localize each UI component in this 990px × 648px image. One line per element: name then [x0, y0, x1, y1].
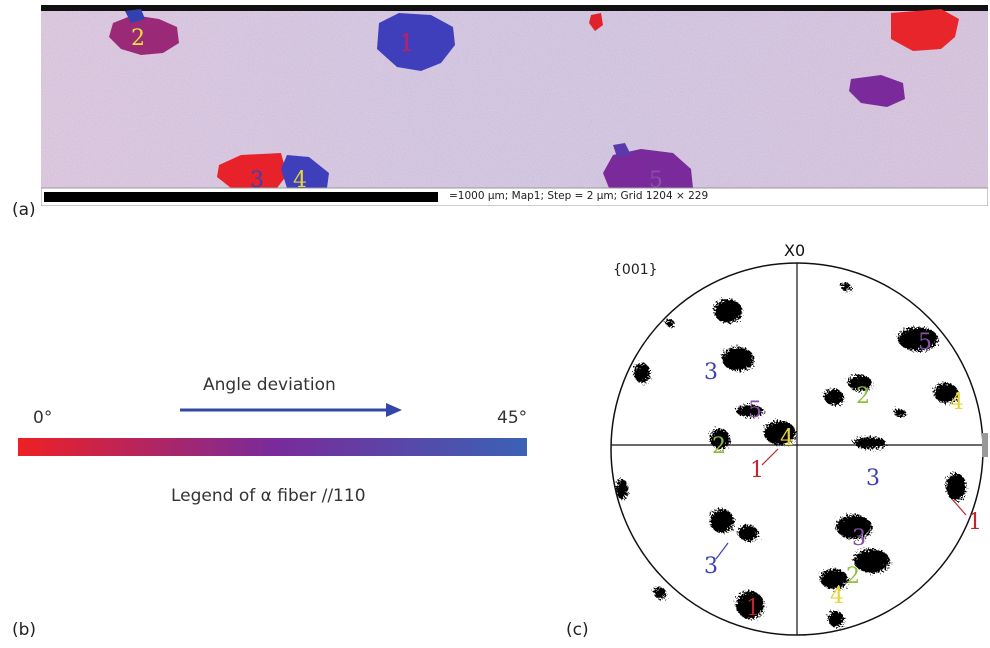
pole-label: 4	[780, 426, 794, 451]
pole-label: 3	[852, 526, 866, 551]
grain-number-1: 1	[399, 29, 414, 57]
pole-label: 5	[918, 330, 932, 355]
grain-number-2: 2	[131, 26, 145, 51]
pole-label: 1	[968, 510, 982, 535]
pole-figure: 5 3 2 4 5 2 4 1 3 1 3 3 2 4 1	[600, 243, 988, 643]
angle-color-bar	[18, 438, 527, 456]
ebsd-orientation-map: 2 1 3 4 5	[41, 5, 988, 206]
pole-label: 1	[750, 458, 764, 483]
pole-label: 1	[746, 596, 760, 621]
scale-bar	[44, 192, 438, 202]
map-noise	[41, 5, 988, 188]
pole-label: 2	[856, 384, 870, 409]
angle-deviation-arrow	[178, 401, 404, 419]
scale-bar-label: =1000 µm; Map1; Step = 2 µm; Grid 1204 ×…	[449, 190, 708, 202]
pole-label: 3	[866, 466, 880, 491]
panel-label-a: (a)	[12, 200, 36, 220]
pole-label: 4	[830, 584, 844, 609]
panel-label-c: (c)	[566, 620, 589, 640]
pole-label: 5	[748, 398, 762, 423]
legend-min-label: 0°	[33, 408, 52, 428]
panel-label-b: (b)	[12, 620, 36, 640]
pole-label: 2	[712, 434, 726, 459]
legend-caption: Legend of α fiber //110	[171, 486, 366, 506]
map-top-border	[41, 5, 988, 11]
pole-label: 3	[704, 554, 718, 579]
pole-label: 3	[704, 360, 718, 385]
axis-tick-right	[982, 433, 988, 457]
pole-label: 2	[846, 564, 860, 589]
legend-title: Angle deviation	[203, 375, 336, 395]
pole-label: 4	[950, 390, 964, 415]
legend-max-label: 45°	[497, 408, 527, 428]
